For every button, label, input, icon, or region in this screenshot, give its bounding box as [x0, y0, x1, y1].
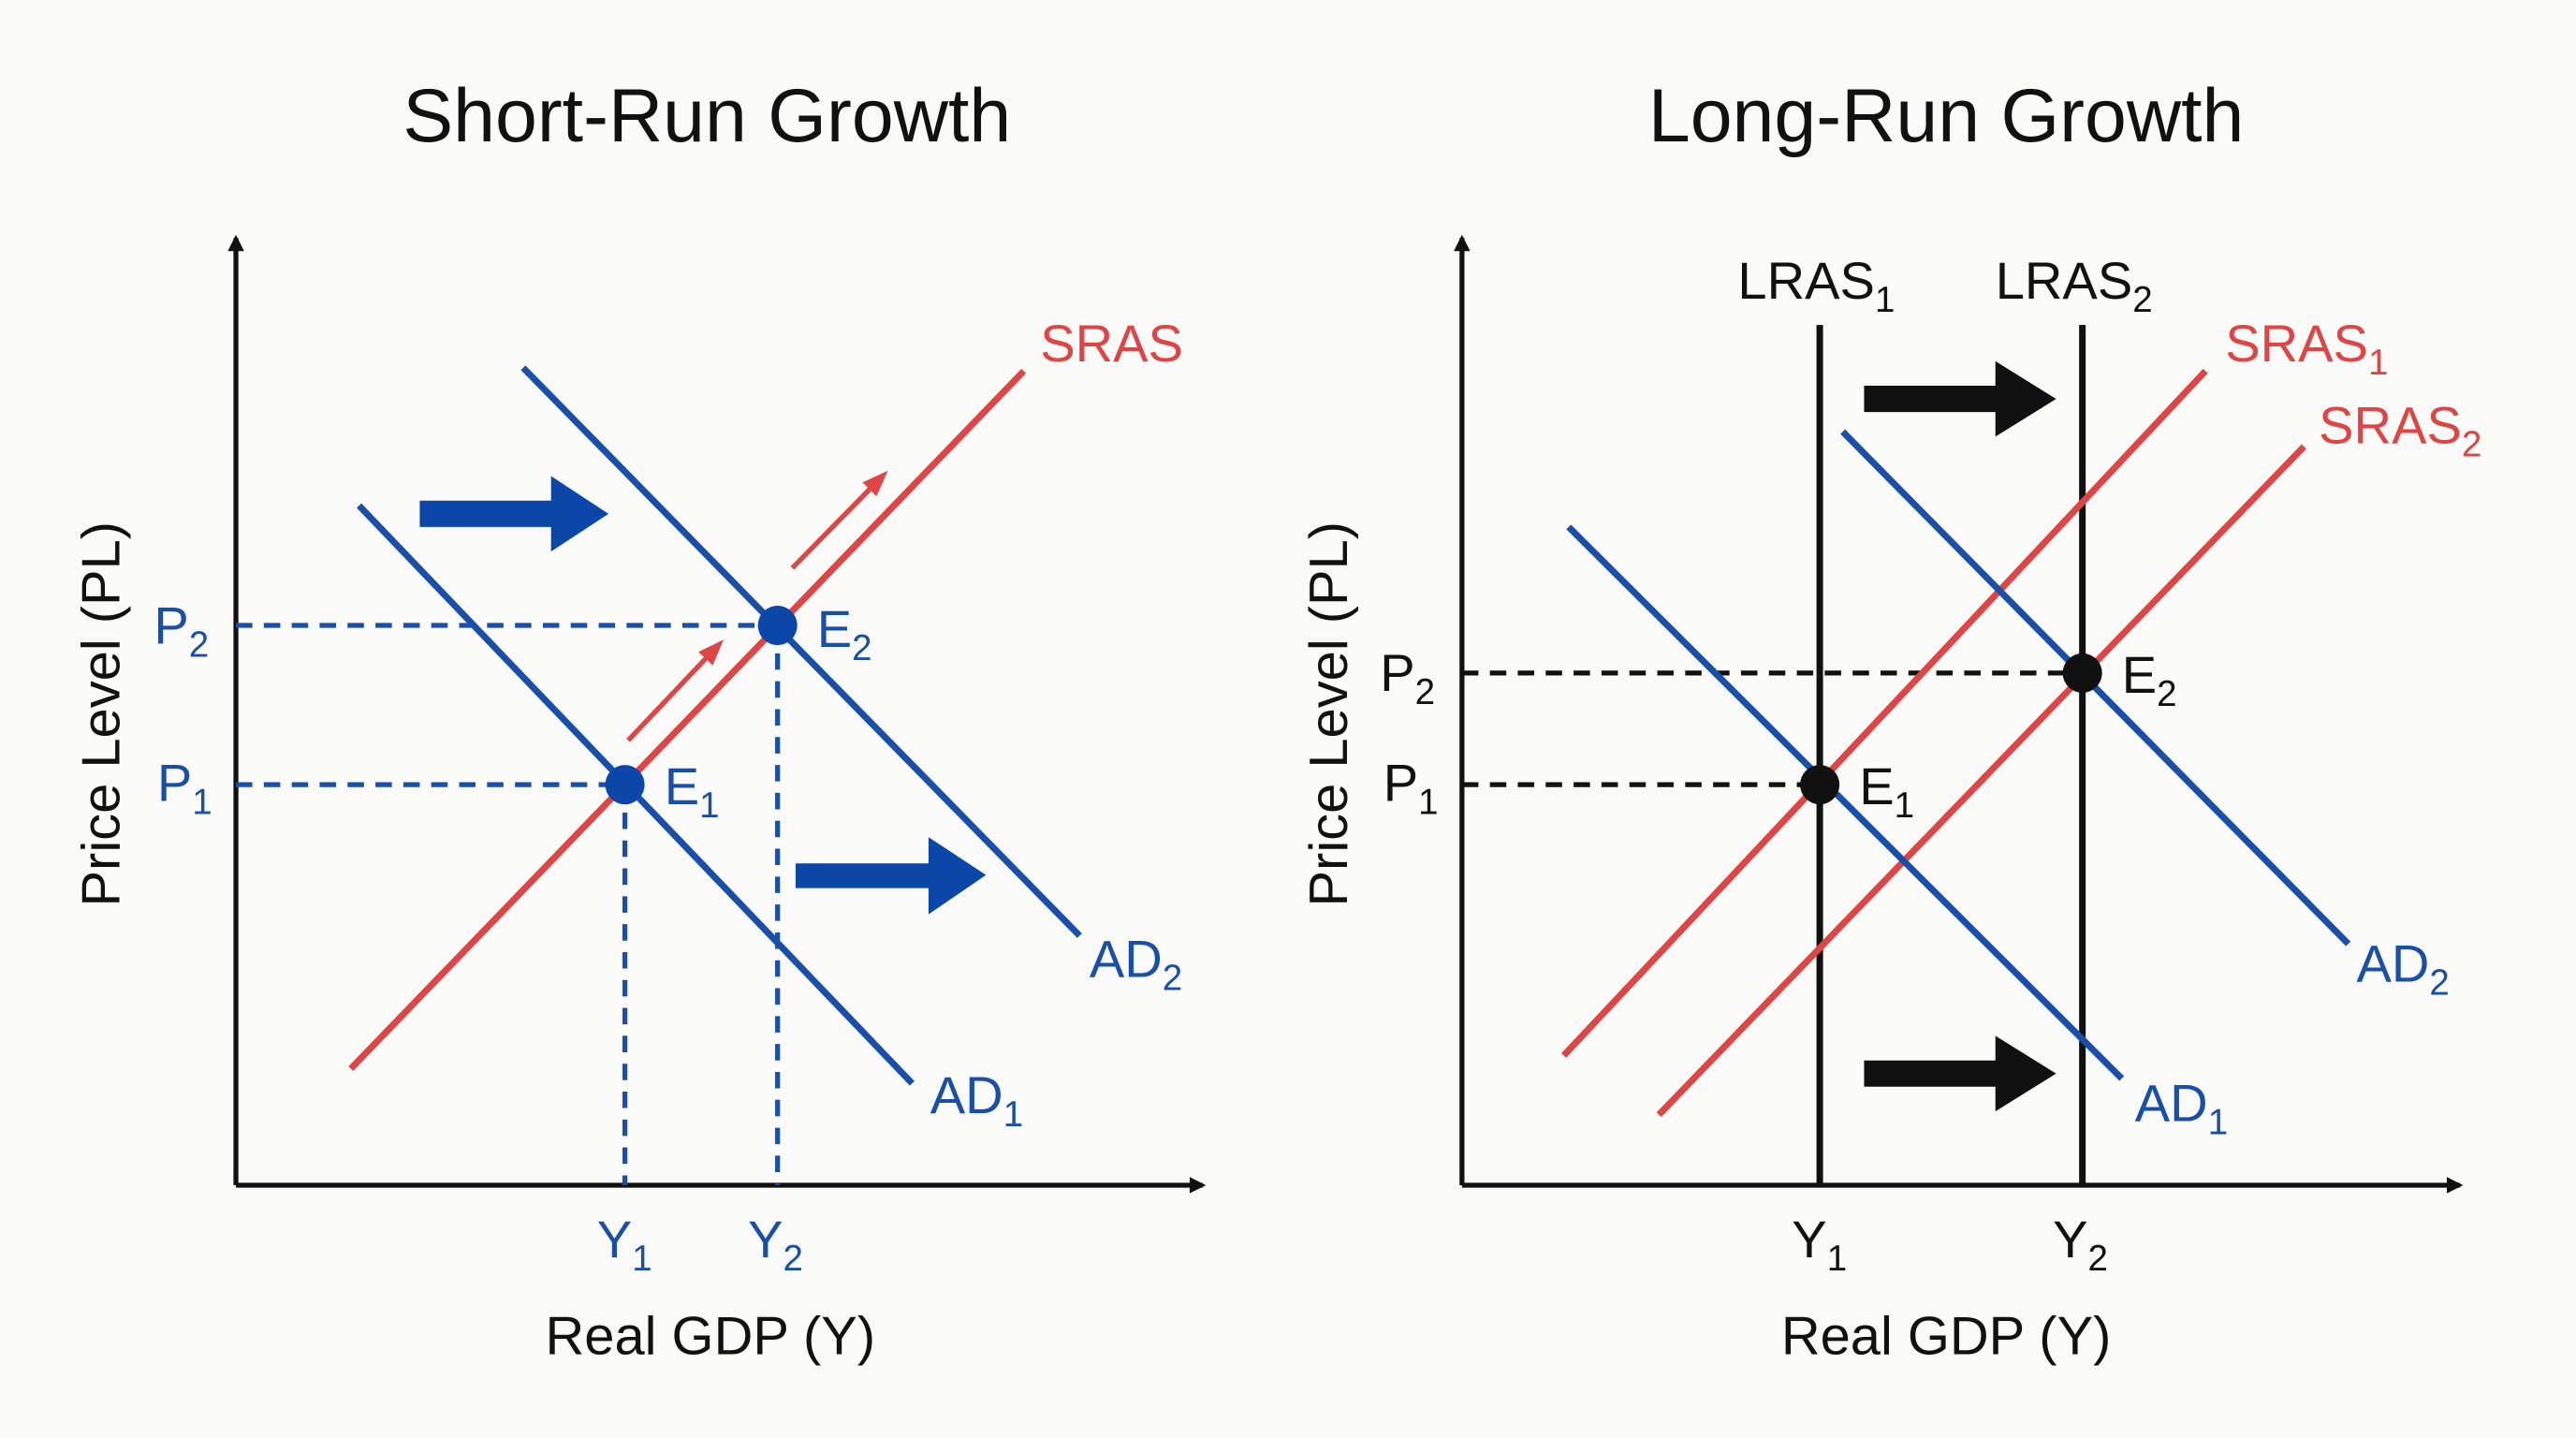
e1-label: E1	[1859, 756, 1914, 826]
lras-shift-arrow-lower	[1864, 1035, 2056, 1112]
equilibrium-e2	[757, 606, 798, 646]
e2-label: E2	[817, 599, 872, 668]
lras-shift-arrow	[1864, 360, 2056, 437]
movement-arrow-lower	[626, 639, 724, 742]
ad2-label: AD2	[1090, 929, 1182, 998]
x-axis-label: Real GDP (Y)	[545, 1307, 875, 1367]
sras1-label: SRAS1	[2225, 314, 2388, 383]
ad-shift-arrow-lower	[795, 837, 987, 915]
ad2-curve	[1840, 429, 2351, 946]
ad2-label: AD2	[2356, 934, 2449, 1004]
e1-label: E1	[665, 756, 720, 826]
x-axis-label: Real GDP (Y)	[1781, 1307, 2112, 1367]
p1-label: P1	[157, 754, 212, 823]
sras2-curve	[1656, 444, 2306, 1118]
sras2-label: SRAS2	[2319, 395, 2481, 464]
y-axis-label: Price Level (PL)	[1299, 521, 1359, 907]
ad1-label: AD1	[930, 1065, 1023, 1135]
p2-label: P2	[154, 595, 209, 665]
e2-label: E2	[2122, 645, 2177, 714]
long-run-title: Long-Run Growth	[1648, 74, 2245, 158]
movement-arrow-upper	[790, 470, 888, 570]
lras2-label: LRAS2	[1996, 251, 2153, 320]
sras-curve	[348, 368, 1027, 1071]
short-run-panel: Short-Run Growth Price Level (PL) Real G…	[72, 74, 1207, 1367]
short-run-title: Short-Run Growth	[402, 74, 1011, 158]
long-run-panel: Long-Run Growth Price Level (PL) Real GD…	[1299, 74, 2481, 1367]
lras1-label: LRAS1	[1737, 251, 1895, 320]
y1-label: Y1	[1792, 1210, 1847, 1279]
equilibrium-e1	[1800, 765, 1840, 805]
y2-label: Y2	[2053, 1210, 2108, 1279]
equilibrium-e2	[2062, 653, 2102, 693]
y-axis-label: Price Level (PL)	[72, 521, 132, 907]
ad1-curve	[1566, 524, 2125, 1081]
ad-shift-arrow-upper	[419, 476, 609, 552]
equilibrium-e1	[605, 765, 645, 805]
y1-label: Y1	[597, 1210, 652, 1279]
y2-label: Y2	[748, 1210, 803, 1279]
p1-label: P1	[1383, 754, 1439, 823]
ad2-curve	[520, 365, 1082, 938]
ad1-label: AD1	[2135, 1074, 2228, 1143]
sras-label: SRAS	[1040, 314, 1183, 373]
p2-label: P2	[1380, 643, 1435, 712]
sras1-curve	[1561, 368, 2208, 1058]
